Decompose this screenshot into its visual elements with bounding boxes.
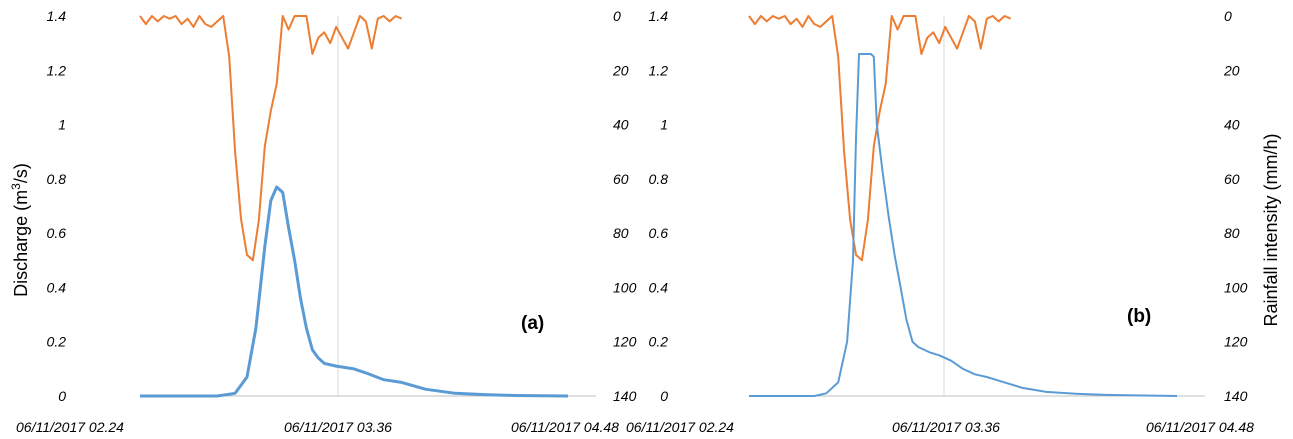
- y-tick-label: 1: [58, 117, 66, 133]
- y-tick-label: 0.8: [649, 171, 669, 187]
- left-axis-title-tail: /s): [11, 163, 31, 183]
- panel-a-label: (a): [521, 313, 544, 334]
- y-tick-label: 0.2: [47, 334, 67, 350]
- y2-tick-label: 120: [613, 334, 637, 350]
- y2-tick-label: 20: [1223, 62, 1240, 78]
- x-tick-label: 06/11/2017 03.36: [892, 419, 1000, 435]
- y-tick-label: 1.4: [47, 8, 67, 24]
- x-tick-label: 06/11/2017 04.48: [511, 419, 619, 435]
- y2-tick-label: 100: [1224, 279, 1248, 295]
- y-tick-label: 0.4: [47, 279, 67, 295]
- y-tick-label: 0.6: [649, 225, 669, 241]
- x-tick-label: 06/11/2017 02.24: [626, 419, 734, 435]
- right-axis-title: Rainfall intensity (mm/h): [1261, 133, 1281, 326]
- y-tick-label: 0: [660, 388, 668, 404]
- y-tick-label: 1.2: [47, 62, 67, 78]
- y2-tick-label: 40: [613, 117, 629, 133]
- y2-tick-label: 80: [1224, 225, 1240, 241]
- y2-tick-label: 0: [613, 8, 621, 24]
- y-tick-label: 0.8: [47, 171, 67, 187]
- y2-tick-label: 120: [1224, 334, 1248, 350]
- x-tick-label: 06/11/2017 03.36: [284, 419, 392, 435]
- panel-a: 0 0.2 0.4 0.6 0.8 1 1.2 1.4 140 120 100 80 60 40 20 0 06…: [16, 8, 637, 435]
- y2-tick-label: 60: [1224, 171, 1240, 187]
- y2-tick-label: 20: [612, 62, 629, 78]
- left-axis-title-superscript: 3: [9, 183, 23, 190]
- y2-tick-label: 40: [1224, 117, 1240, 133]
- left-axis-title: Discharge (m3/s): [9, 163, 31, 297]
- panel-b: 0 0.2 0.4 0.6 0.8 1 1.2 1.4 140 120 100 80 60 40 20 0 06…: [626, 8, 1254, 435]
- discharge-series-line: [749, 53, 1178, 397]
- x-tick-label: 06/11/2017 02.24: [16, 419, 124, 435]
- y-tick-label: 0: [58, 388, 66, 404]
- y-tick-label: 0.4: [649, 279, 669, 295]
- discharge-series-line: [140, 185, 569, 398]
- rainfall-series-line: [748, 15, 1012, 262]
- y-tick-label: 0.2: [649, 334, 669, 350]
- panel-b-label: (b): [1127, 306, 1151, 327]
- x-tick-label: 06/11/2017 04.48: [1146, 419, 1254, 435]
- y2-tick-label: 140: [1224, 388, 1248, 404]
- y2-tick-label: 100: [613, 279, 637, 295]
- y-tick-label: 0.6: [47, 225, 67, 241]
- y-tick-label: 1.4: [649, 8, 669, 24]
- y2-tick-label: 0: [1224, 8, 1232, 24]
- y2-tick-label: 60: [613, 171, 629, 187]
- rainfall-series-line: [139, 15, 403, 262]
- y-tick-label: 1: [660, 117, 668, 133]
- y2-tick-label: 140: [613, 388, 637, 404]
- y-tick-label: 1.2: [649, 62, 669, 78]
- y2-tick-label: 80: [613, 225, 629, 241]
- left-axis-title-main: Discharge (m: [11, 190, 31, 297]
